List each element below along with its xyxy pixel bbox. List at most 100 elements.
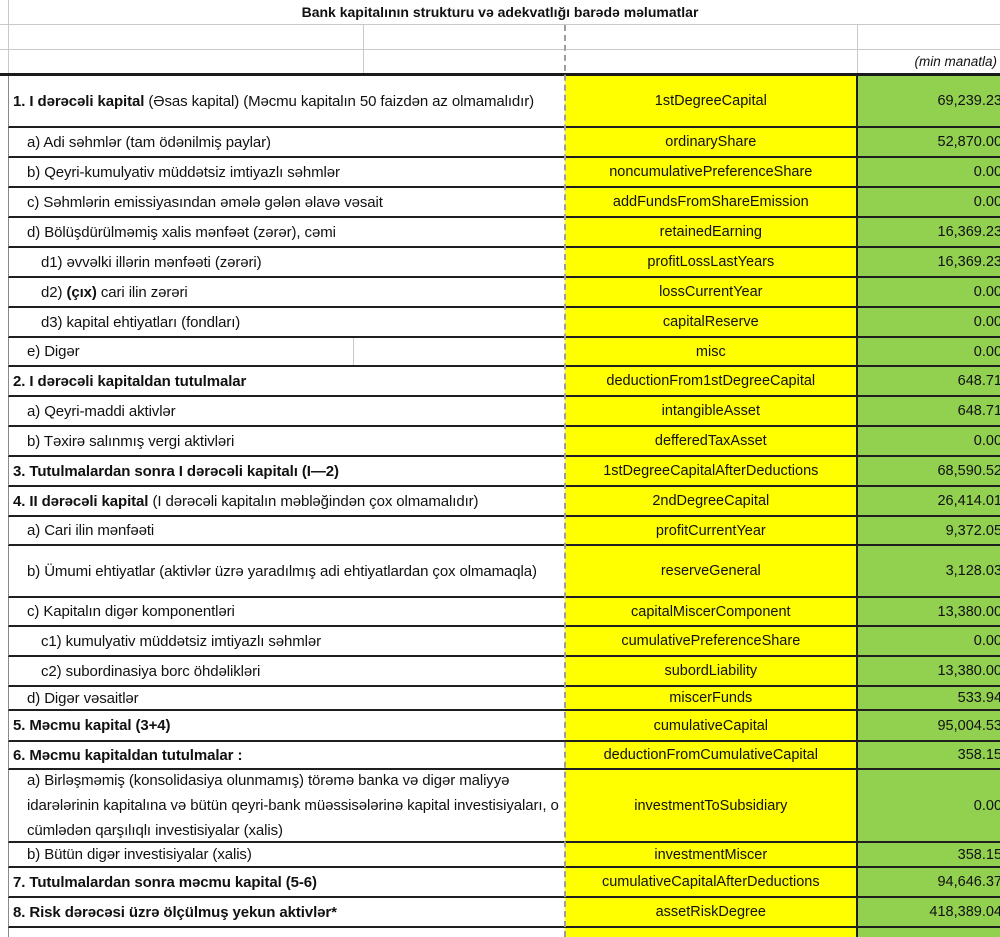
code-cell[interactable]: ordinaryShare [565,128,857,156]
description-cell[interactable]: e) Digər [9,338,565,365]
value-cell[interactable]: 0.00 [856,158,1000,186]
value-cell[interactable]: 3,128.03 [856,546,1000,596]
value-cell[interactable]: 16,369.23 [856,248,1000,276]
description-cell[interactable]: a) Cari ilin mənfəəti [9,517,565,544]
description-cell[interactable]: b) Qeyri-kumulyativ müddətsiz imtiyazlı … [9,158,565,186]
description-cell[interactable]: d) Bölüşdürülməmiş xalis mənfəət (zərər)… [9,218,565,246]
unit-note[interactable]: (min manatla) [914,54,997,69]
value-cell[interactable]: 69,239.23 [856,76,1000,126]
sheet-title[interactable]: Bank kapitalının strukturu və adekvatlığ… [301,4,699,20]
value-cell[interactable] [856,928,1000,937]
value-cell[interactable]: 13,380.00 [856,598,1000,625]
code-cell[interactable]: deductionFrom1stDegreeCapital [565,367,857,395]
description-cell[interactable]: c2) subordinasiya borc öhdəlikləri [9,657,565,685]
value-cell[interactable]: 16,369.23 [856,218,1000,246]
code-cell[interactable]: addFundsFromShareEmission [565,188,857,216]
description-cell[interactable]: 3. Tutulmalardan sonra I dərəcəli kapita… [9,457,565,485]
cell-divider [353,338,354,365]
table-row: b) Təxirə salınmış vergi aktivləri deffer… [8,427,1000,457]
value-cell[interactable]: 0.00 [856,188,1000,216]
code-cell[interactable]: defferedTaxAsset [565,427,857,455]
gridline [857,25,858,73]
value-cell[interactable]: 648.71 [856,367,1000,395]
description-cell[interactable]: c) Səhmlərin emissiyasından əmələ gələn … [9,188,565,216]
description-cell[interactable]: c1) kumulyativ müddətsiz imtiyazlı səhml… [9,627,565,655]
description-cell[interactable]: 6. Məcmu kapitaldan tutulmalar : [9,742,565,768]
value-cell[interactable]: 94,646.37 [856,868,1000,896]
code-cell[interactable]: noncumulativePreferenceShare [565,158,857,186]
code-cell[interactable]: 2ndDegreeCapital [565,487,857,515]
value-cell[interactable]: 0.00 [856,627,1000,655]
value-cell[interactable]: 648.71 [856,397,1000,425]
table-row: d) Digər vəsaitlər miscerFunds 533.94 [8,687,1000,711]
description-cell[interactable]: 2. I dərəcəli kapitaldan tutulmalar [9,367,565,395]
code-cell[interactable]: lossCurrentYear [565,278,857,306]
value-cell[interactable]: 52,870.00 [856,128,1000,156]
value-cell[interactable]: 533.94 [856,687,1000,709]
description-cell[interactable]: c) Kapitalın digər komponentləri [9,598,565,625]
table-row: a) Qeyri-maddi aktivlər intangibleAsset 64… [8,397,1000,427]
value-cell[interactable]: 0.00 [856,308,1000,336]
value-cell[interactable]: 68,590.52 [856,457,1000,485]
value-cell[interactable]: 0.00 [856,770,1000,841]
value-cell[interactable]: 358.15 [856,843,1000,866]
code-cell[interactable]: cumulativeCapitalAfterDeductions [565,868,857,896]
code-cell[interactable]: assetRiskDegree [565,898,857,926]
table-row: 4. II dərəcəli kapital (I dərəcəli kapit… [8,487,1000,517]
description-cell[interactable]: 5. Məcmu kapital (3+4) [9,711,565,740]
gridline [8,0,9,73]
table-row: c) Kapitalın digər komponentləri capitalM… [8,598,1000,627]
description-cell[interactable]: a) Birləşməmiş (konsolidasiya olunmamış)… [9,770,565,841]
table-row: e) Digər misc 0.00 [8,338,1000,367]
description-cell[interactable]: b) Bütün digər investisiyalar (xalis) [9,843,565,866]
description-cell[interactable]: 7. Tutulmalardan sonra məcmu kapital (5-… [9,868,565,896]
code-cell[interactable]: investmentMiscer [565,843,857,866]
table-row: 6. Məcmu kapitaldan tutulmalar : deductio… [8,742,1000,770]
code-cell[interactable]: deductionFromCumulativeCapital [565,742,857,768]
code-cell[interactable]: 1stDegreeCapitalAfterDeductions [565,457,857,485]
table-row: c1) kumulyativ müddətsiz imtiyazlı səhml… [8,627,1000,657]
code-cell[interactable]: miscerFunds [565,687,857,709]
value-cell[interactable]: 418,389.04 [856,898,1000,926]
description-cell[interactable]: d1) əvvəlki illərin mənfəəti (zərəri) [9,248,565,276]
code-cell[interactable]: cumulativePreferenceShare [565,627,857,655]
code-cell[interactable]: profitLossLastYears [565,248,857,276]
description-cell[interactable]: b) Ümumi ehtiyatlar (aktivlər üzrə yarad… [9,546,565,596]
table-row: 3. Tutulmalardan sonra I dərəcəli kapita… [8,457,1000,487]
code-cell[interactable]: capitalReserve [565,308,857,336]
value-cell[interactable]: 95,004.53 [856,711,1000,740]
value-cell[interactable]: 0.00 [856,338,1000,365]
description-cell[interactable]: d3) kapital ehtiyatları (fondları) [9,308,565,336]
description-cell[interactable]: 1. I dərəcəli kapital (Əsas kapital) (Mə… [9,76,565,126]
value-cell[interactable]: 0.00 [856,278,1000,306]
code-cell[interactable]: investmentToSubsidiary [565,770,857,841]
value-cell[interactable]: 26,414.01 [856,487,1000,515]
value-cell[interactable]: 0.00 [856,427,1000,455]
value-cell[interactable]: 9,372.05 [856,517,1000,544]
description-text: (çıx) [66,283,97,301]
description-cell[interactable]: 4. II dərəcəli kapital (I dərəcəli kapit… [9,487,565,515]
description-cell[interactable]: a) Adi səhmlər (tam ödənilmiş paylar) [9,128,565,156]
code-cell[interactable]: intangibleAsset [565,397,857,425]
description-cell[interactable]: 8. Risk dərəcəsi üzrə ölçülmuş yekun akt… [9,898,565,926]
value-cell[interactable]: 358.15 [856,742,1000,768]
code-cell[interactable]: retainedEarning [565,218,857,246]
code-cell[interactable]: 1stDegreeCapital [565,76,857,126]
code-cell[interactable]: reserveGeneral [565,546,857,596]
table-row: a) Cari ilin mənfəəti profitCurrentYear 9,… [8,517,1000,546]
description-cell[interactable]: a) Qeyri-maddi aktivlər [9,397,565,425]
code-cell[interactable]: misc [565,338,857,365]
description-text: d1) əvvəlki illərin mənfəəti (zərəri) [41,253,262,271]
code-cell[interactable]: profitCurrentYear [565,517,857,544]
description-cell[interactable] [9,928,565,937]
code-cell[interactable]: cumulativeCapital [565,711,857,740]
description-cell[interactable]: b) Təxirə salınmış vergi aktivləri [9,427,565,455]
code-cell[interactable] [565,928,857,937]
code-cell[interactable]: subordLiability [565,657,857,685]
code-cell[interactable]: capitalMiscerComponent [565,598,857,625]
value-cell[interactable]: 13,380.00 [856,657,1000,685]
description-cell[interactable]: d) Digər vəsaitlər [9,687,565,709]
description-text: 5. Məcmu kapital (3+4) [13,717,171,734]
description-text: e) Digər [27,343,80,360]
description-cell[interactable]: d2) (çıx) cari ilin zərəri [9,278,565,306]
